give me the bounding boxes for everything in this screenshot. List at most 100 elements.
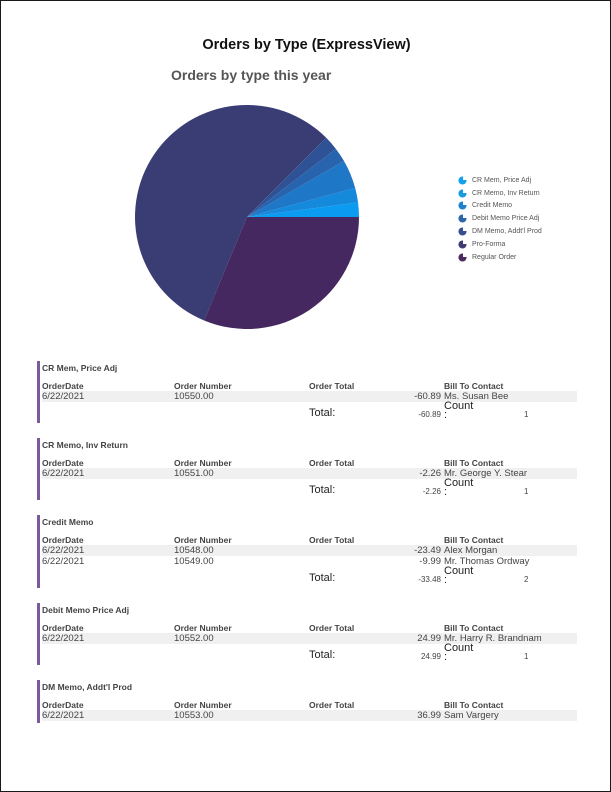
count-label-line2: : [444,574,448,586]
cell-bill-to: Alex Morgan [444,545,498,556]
cell-order-date: 6/22/2021 [42,545,85,556]
cell-order-total: -23.49 [414,545,441,556]
header-order-date: OrderDate [42,700,84,710]
table-header: OrderDate Order Number Order Total Bill To … [42,458,577,468]
order-group: DM Memo, Addt'l Prod OrderDate Order Numbe… [37,680,577,723]
header-order-total: Order Total [309,458,355,468]
legend-item: CR Memo, Inv Return [458,187,542,200]
cell-bill-to: Ms. Susan Bee [444,391,509,402]
cell-bill-to: Sam Vargery [444,710,499,721]
cell-order-total: -2.26 [419,468,441,479]
pie-slice-cr-mem-price-adj [247,202,359,217]
legend-item: CR Mem, Price Adj [458,174,542,187]
cell-order-date: 6/22/2021 [42,468,85,479]
group-spacer [42,721,577,723]
header-order-number: Order Number [174,535,232,545]
legend-item: Debit Memo Price Adj [458,212,542,225]
cell-bill-to: Mr. George Y. Stear [444,468,528,479]
cell-order-number: 10548.00 [174,545,214,556]
cell-order-total: 24.99 [417,633,441,644]
legend-label: Credit Memo [472,202,513,210]
legend-item: Pro-Forma [458,238,542,251]
pie-legend-icon [458,201,467,211]
cell-order-number: 10549.00 [174,556,214,567]
total-value: 24.99 [420,652,441,661]
header-bill-to: Bill To Contact [444,623,504,633]
header-order-date: OrderDate [42,458,84,468]
header-order-total: Order Total [309,381,355,391]
total-label: Total: [309,649,336,661]
header-order-date: OrderDate [42,535,84,545]
order-group: CR Mem, Price Adj OrderDate Order Number Or… [37,361,577,423]
header-order-date: OrderDate [42,381,84,391]
cell-bill-to: Mr. Harry R. Brandnam [444,633,542,644]
group-total-row: Total: 24.99 Count: 1 [42,642,577,665]
pie-slice-debit-memo-price-adj [247,148,344,217]
total-label: Total: [309,407,336,419]
header-order-total: Order Total [309,535,355,545]
table-row: 6/22/2021 10553.00 36.99 Sam Vargery [42,710,577,721]
count-label: Count: [444,401,484,421]
group-accent-bar [37,438,40,500]
chart-title: Orders by type this year [171,67,332,83]
count-label-line2: : [444,409,448,421]
table-header: OrderDate Order Number Order Total Bill To … [42,535,577,545]
group-accent-bar [37,515,40,588]
order-group: CR Memo, Inv Return OrderDate Order Number… [37,438,577,500]
legend-label: DM Memo, Addt'l Prod [472,228,542,236]
total-value: -60.89 [418,410,441,419]
total-label: Total: [309,484,336,496]
table-header: OrderDate Order Number Order Total Bill To … [42,700,577,710]
cell-order-number: 10552.00 [174,633,214,644]
legend-label: Debit Memo Price Adj [472,215,540,223]
cell-order-total: -9.99 [419,556,441,567]
cell-order-number: 10550.00 [174,391,214,402]
group-title: CR Mem, Price Adj [42,363,118,373]
pie-legend-icon [458,176,467,185]
table-row: 6/22/2021 10550.00 -60.89 Ms. Susan Bee [42,391,577,402]
cell-order-date: 6/22/2021 [42,556,85,567]
count-label-line1: Count [444,565,474,577]
header-order-date: OrderDate [42,623,84,633]
order-group: Debit Memo Price Adj OrderDate Order Numbe… [37,603,577,665]
cell-order-date: 6/22/2021 [42,633,85,644]
group-title: CR Memo, Inv Return [42,440,128,450]
count-label: Count: [444,478,484,498]
table-row: 6/22/2021 10549.00 -9.99 Mr. Thomas Ordway [42,556,577,567]
count-value: 1 [524,410,529,419]
legend-label: Pro-Forma [472,240,506,248]
pie-slice-cr-memo-inv-return [247,188,359,217]
total-value: -2.26 [422,487,441,496]
pie-legend-icon [458,253,467,262]
table-header: OrderDate Order Number Order Total Bill To … [42,623,577,633]
count-value: 1 [524,487,529,496]
header-order-total: Order Total [309,623,355,633]
count-label: Count: [444,642,484,663]
header-order-number: Order Number [174,623,232,633]
legend-label: CR Memo, Inv Return [472,189,540,197]
header-bill-to: Bill To Contact [444,700,504,710]
count-label-line2: : [444,486,448,498]
count-value: 2 [524,575,529,584]
header-bill-to: Bill To Contact [444,458,504,468]
pie-legend-icon [458,240,467,249]
header-bill-to: Bill To Contact [444,535,504,545]
pie-slice-dm-memo-addt-l-prod [247,137,336,217]
total-label: Total: [309,572,336,584]
cell-order-date: 6/22/2021 [42,391,85,402]
order-groups: CR Mem, Price Adj OrderDate Order Number Or… [37,361,577,738]
header-order-number: Order Number [174,381,232,391]
count-label: Count: [444,565,484,586]
count-label-line1: Count [444,642,474,654]
group-accent-bar [37,603,40,665]
pie-slice-credit-memo [247,161,356,217]
group-accent-bar [37,680,40,723]
legend-label: Regular Order [472,253,517,261]
header-order-number: Order Number [174,700,232,710]
cell-order-number: 10551.00 [174,468,214,479]
pie-legend-icon [458,227,467,236]
group-total-row: Total: -2.26 Count: 1 [42,478,577,500]
total-value: -33.48 [418,575,441,584]
legend-item: DM Memo, Addt'l Prod [458,225,542,238]
